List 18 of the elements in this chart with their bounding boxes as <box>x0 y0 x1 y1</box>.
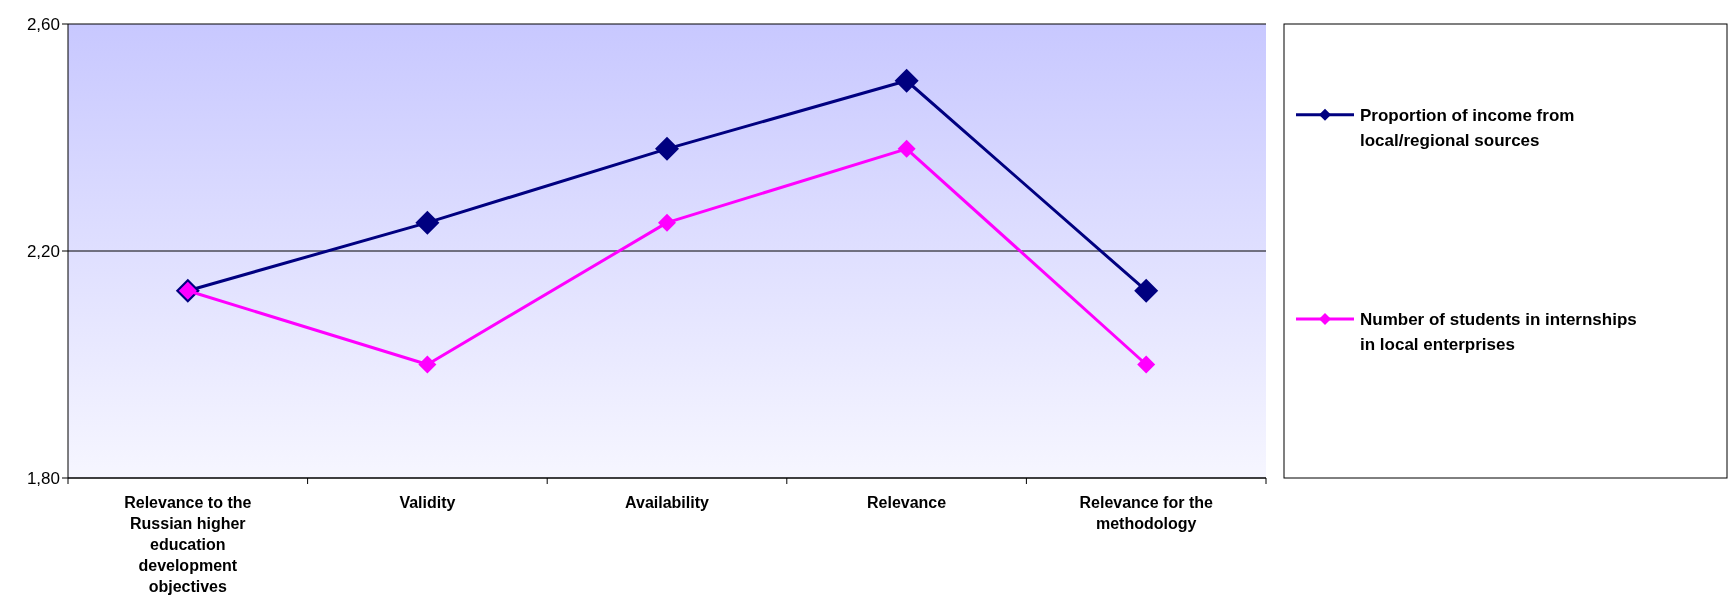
legend-label: Number of students in internships in local enterprises <box>1360 310 1637 355</box>
x-tick-label: Validity <box>399 494 456 511</box>
point <box>894 68 919 93</box>
point <box>658 213 676 232</box>
x-tick-label: Relevance for the methodology <box>1079 494 1213 532</box>
point <box>415 210 440 235</box>
point <box>1134 278 1159 303</box>
point <box>897 139 916 158</box>
x-tick-label: Relevance to the Russian higher education development objectives <box>124 494 252 595</box>
x-tick-label: Relevance <box>867 494 947 511</box>
y-tick-label: 2,20 <box>26 241 60 261</box>
legend-label: Proportion of income from local/regional sources <box>1360 105 1575 150</box>
point <box>655 136 679 161</box>
x-tick-label: Availability <box>625 494 710 511</box>
point <box>418 355 437 374</box>
y-tick-label: 1,80 <box>26 468 60 488</box>
y-tick-label: 2,60 <box>26 14 60 34</box>
point <box>1137 355 1156 374</box>
